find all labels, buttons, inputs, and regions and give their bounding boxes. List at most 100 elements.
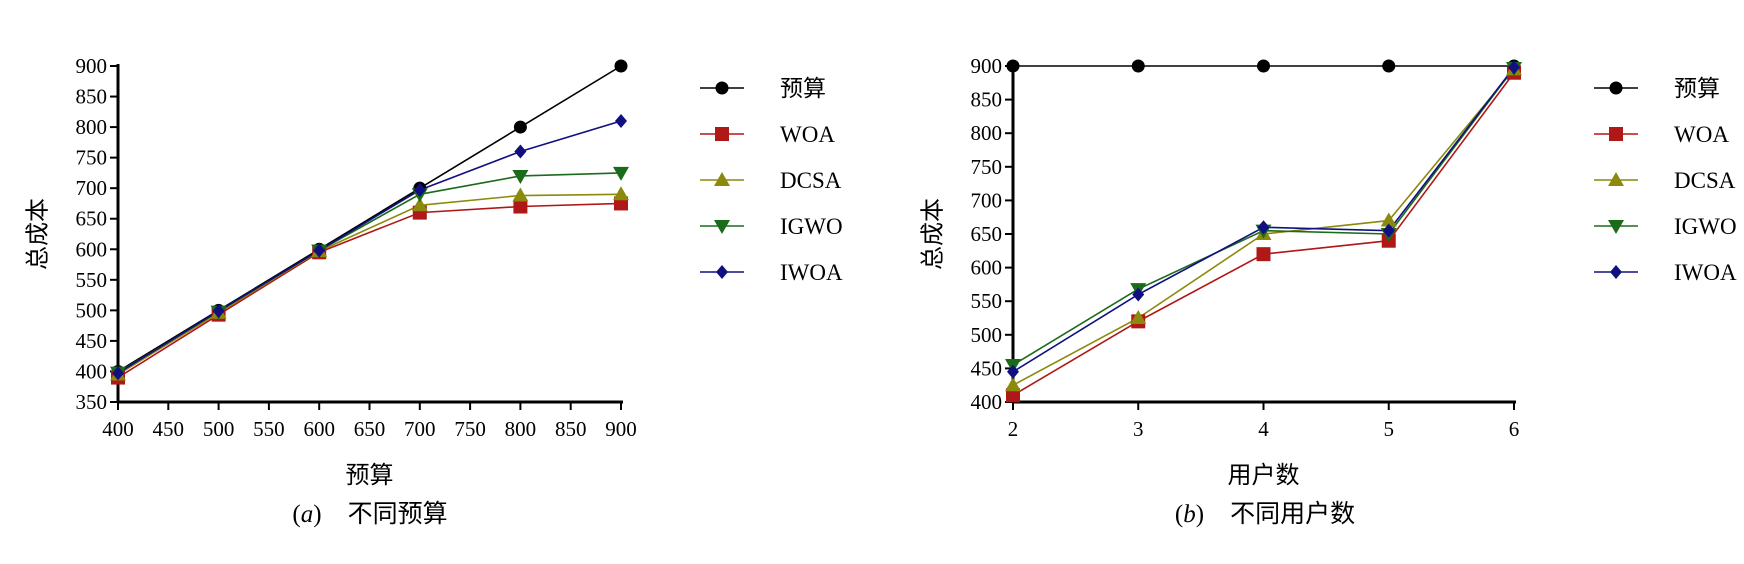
x-tick-label: 6 [1509,417,1520,441]
caption-paren-close: ) [313,501,321,528]
y-tick-label: 400 [76,359,108,383]
data-point-2 [1130,310,1147,324]
caption-paren-close: ) [1196,501,1204,528]
data-point-4 [1007,364,1019,379]
data-point-4 [514,144,527,159]
data-point-4 [313,243,326,258]
x-tick-label: 600 [303,417,335,441]
x-tick-label: 2 [1008,417,1019,441]
x-tick-label: 750 [454,417,486,441]
chart-b: 400 450 500 550 600 650 700 750 800 850 900 2 3 4 5 6 总成… [920,54,1737,528]
x-tick-label: 500 [203,417,235,441]
y-tick-label: 500 [971,323,1003,347]
data-point-0 [1131,59,1145,73]
data-point-4 [1508,60,1520,75]
x-axis-title: 用户数 [1228,462,1300,489]
legend-label: 预算 [780,76,826,101]
caption: (b) 不同用户数 [1175,500,1355,528]
y-tick-label: 650 [76,207,108,231]
data-point-0 [1006,59,1020,73]
y-tick-label: 450 [971,356,1003,380]
data-point-4 [615,113,627,128]
x-axis-title: 预算 [346,462,394,489]
data-point-2 [512,187,529,202]
legend-marker [714,172,730,186]
x-tick-label: 550 [253,417,285,441]
y-tick-label: 650 [971,222,1003,246]
x-tick-label: 400 [102,417,134,441]
x-tick-label: 800 [505,417,537,441]
legend-label: WOA [1674,122,1729,147]
legend-marker [714,220,730,234]
x-tick-label: 650 [354,417,386,441]
legend-marker [1609,81,1623,95]
legend-marker [716,265,728,279]
x-tick-label: 5 [1384,417,1395,441]
data-point-1 [1256,247,1271,262]
y-tick-label: 600 [971,256,1003,280]
data-point-0 [614,59,628,73]
caption-paren-open: ( [1175,501,1183,528]
y-tick-label: 550 [971,289,1003,313]
caption-text: 不同用户数 [1230,500,1355,528]
data-point-2 [1380,212,1397,227]
legend-marker [715,81,729,95]
data-point-0 [513,120,527,134]
x-tick-label: 450 [153,417,185,441]
series-line-1 [117,202,622,379]
data-point-4 [212,303,225,318]
data-point-2 [1005,377,1021,392]
data-point-2 [613,186,629,201]
data-point-4 [1382,223,1395,238]
y-tick-label: 600 [76,237,108,261]
legend-marker [1610,265,1622,279]
series-line-4 [1012,66,1515,373]
y-tick-label: 700 [971,188,1003,212]
x-tick-label: 4 [1258,417,1269,441]
series-line-4 [117,120,622,374]
legend-label: DCSA [780,168,842,193]
y-tick-label: 350 [76,390,108,414]
data-point-1 [1006,388,1020,403]
legend-label: WOA [780,122,835,147]
y-tick-label: 850 [971,88,1003,112]
legend-marker [1608,172,1624,186]
series-line-2 [117,193,622,376]
legend-label: IWOA [1674,260,1737,285]
chart-a: 350 400 450 500 550 600 650 700 750 800 850 900 400 4… [25,54,843,528]
caption-letter: b [1183,501,1196,528]
data-point-4 [112,366,124,381]
data-point-1 [513,199,528,214]
data-point-0 [1257,59,1270,73]
y-tick-label: 450 [76,329,108,353]
y-tick-label: 700 [76,176,108,200]
y-tick-label: 800 [971,121,1003,145]
x-tick-label: 3 [1133,417,1144,441]
y-axis-title: 总成本 [920,198,947,270]
y-tick-label: 800 [76,115,108,139]
legend-marker [715,127,729,141]
y-tick-label: 900 [971,54,1003,78]
y-tick-label: 750 [76,146,108,170]
y-tick-label: 900 [76,54,108,78]
legend-marker [1609,127,1623,141]
data-point-3 [512,169,529,184]
y-tick-label: 400 [971,390,1003,414]
series-line-3 [1012,67,1515,366]
x-tick-label: 850 [555,417,587,441]
y-axis-title: 总成本 [25,198,52,270]
caption: (a) 不同预算 [292,500,447,528]
legend-label: IGWO [780,214,843,239]
legend-label: DCSA [1674,168,1736,193]
data-point-4 [1132,287,1145,302]
data-point-4 [1257,220,1270,235]
caption-paren-open: ( [292,501,300,528]
legend-label: IGWO [1674,214,1737,239]
legend-label: IWOA [780,260,843,285]
caption-letter: a [301,501,314,528]
data-point-3 [613,166,629,181]
y-tick-label: 750 [971,155,1003,179]
series-line-3 [117,172,622,374]
x-tick-label: 900 [605,417,637,441]
